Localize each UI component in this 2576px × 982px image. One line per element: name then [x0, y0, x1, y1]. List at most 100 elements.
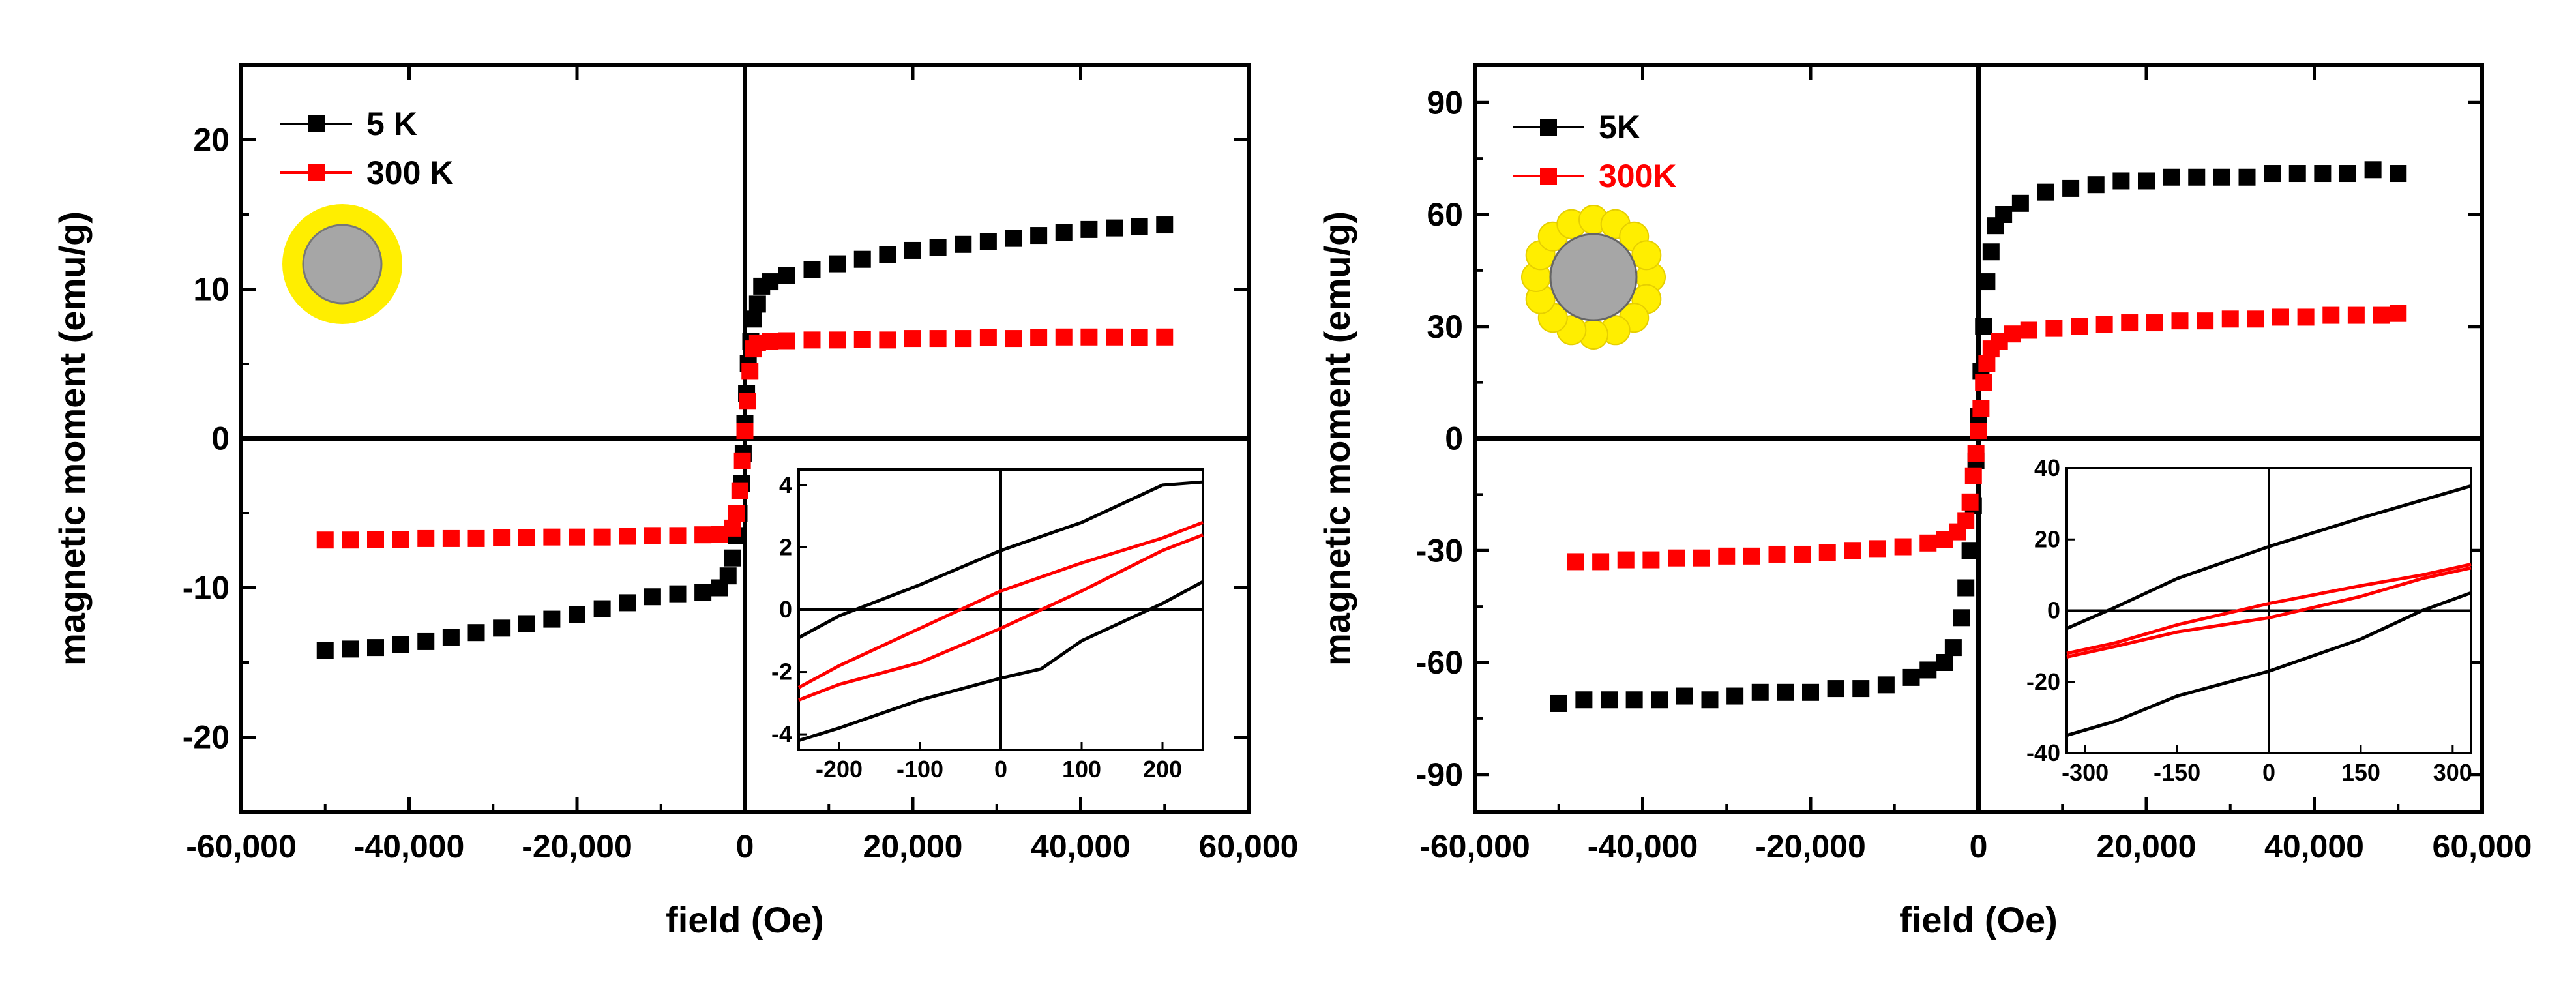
- data-point: [1676, 687, 1693, 705]
- data-point: [1936, 654, 1953, 671]
- x-tick-label: 60,000: [2433, 828, 2532, 865]
- data-point: [1957, 579, 1975, 597]
- y-tick-label: -60: [1416, 644, 1463, 681]
- data-point: [2272, 308, 2289, 326]
- data-point: [1718, 547, 1736, 565]
- inset-x-tick-label: 100: [1062, 756, 1101, 782]
- nanoparticle-icon: [282, 204, 402, 324]
- inset-x-tick-label: 150: [2341, 759, 2380, 786]
- inset-curve-1: [797, 480, 1204, 640]
- data-point: [1961, 493, 1979, 511]
- data-point: [2011, 194, 2029, 212]
- data-point: [1080, 328, 1098, 346]
- data-point: [1902, 668, 1920, 686]
- data-point: [2188, 168, 2206, 186]
- data-point: [955, 330, 972, 348]
- data-point: [1156, 216, 1174, 234]
- data-point: [1919, 534, 1937, 552]
- data-point: [2163, 168, 2180, 186]
- data-point: [955, 235, 972, 253]
- inset-x-tick-label: 0: [2262, 759, 2275, 786]
- y-tick-label: 60: [1427, 196, 1463, 233]
- x-tick-label: 0: [1970, 828, 1988, 865]
- inset-plot: -200 -100 0 100 200 -4 -2 0 2 4: [771, 468, 1204, 782]
- data-point: [2138, 172, 2155, 190]
- data-point: [2112, 172, 2130, 190]
- data-point: [2288, 165, 2306, 183]
- data-point: [392, 636, 409, 653]
- data-point: [719, 567, 737, 585]
- data-point: [1995, 206, 2013, 223]
- inset-x-tick-label: 0: [994, 756, 1007, 782]
- data-point: [1617, 551, 1635, 569]
- chart-panel-1: -60,000 -40,000 -20,000 0 20,000 40,000 60,000…: [52, 63, 1298, 940]
- data-point: [694, 526, 712, 544]
- inset-y-tick-label: 40: [2034, 454, 2060, 481]
- data-point: [1894, 538, 1912, 556]
- y-tick-label: 90: [1427, 84, 1463, 121]
- data-point: [1869, 540, 1886, 558]
- data-point: [1975, 374, 1992, 391]
- data-point: [1802, 683, 1819, 701]
- data-point: [1642, 551, 1660, 569]
- legend-marker: [1540, 168, 1557, 185]
- data-point: [316, 531, 334, 549]
- data-point: [1957, 512, 1975, 529]
- data-point: [929, 330, 947, 348]
- y-tick-label: 0: [1445, 421, 1463, 457]
- x-axis-label: field (Oe): [1899, 899, 2058, 940]
- data-point: [1567, 553, 1584, 571]
- y-tick-label: -90: [1416, 756, 1463, 793]
- data-point: [1827, 680, 1844, 698]
- series-1: [316, 216, 1174, 659]
- data-point: [728, 505, 745, 522]
- data-point: [1978, 355, 1996, 372]
- data-point: [741, 363, 759, 380]
- data-point: [748, 295, 766, 313]
- data-point: [1967, 445, 1985, 462]
- data-point: [879, 331, 896, 349]
- core-circle: [1549, 233, 1638, 321]
- x-tick-label: -20,000: [1755, 828, 1866, 865]
- data-point: [979, 233, 997, 250]
- data-point: [904, 241, 921, 259]
- data-point: [2037, 183, 2054, 201]
- data-point: [1975, 318, 1992, 335]
- data-point: [2339, 165, 2356, 183]
- x-tick-label: -20,000: [522, 828, 632, 865]
- data-point: [1005, 230, 1022, 247]
- legend-marker: [308, 164, 325, 181]
- data-point: [2373, 306, 2390, 324]
- data-point: [593, 600, 611, 617]
- data-point: [736, 423, 754, 440]
- inset-curve-3: [2066, 563, 2472, 655]
- data-point: [733, 452, 751, 469]
- data-point: [2364, 161, 2382, 179]
- data-point: [1055, 224, 1073, 241]
- series-2: [1567, 305, 2407, 571]
- data-point: [762, 273, 779, 291]
- data-point: [2322, 306, 2340, 324]
- data-point: [669, 585, 687, 603]
- data-point: [1970, 423, 1987, 440]
- inset-y-tick-label: -4: [771, 721, 792, 747]
- data-point: [2004, 325, 2021, 343]
- data-point: [619, 594, 636, 612]
- inset-y-tick-label: 4: [779, 471, 792, 498]
- data-point: [2045, 320, 2063, 337]
- data-point: [669, 527, 687, 544]
- data-point: [2095, 316, 2113, 333]
- inset-x-tick-label: 300: [2433, 759, 2472, 786]
- y-tick-label: 10: [193, 271, 229, 308]
- legend-label: 5K: [1599, 109, 1640, 145]
- data-point: [803, 331, 821, 349]
- legend-label: 300K: [1599, 158, 1677, 194]
- data-point: [1131, 329, 1148, 346]
- x-tick-label: -40,000: [354, 828, 465, 865]
- data-point: [2297, 308, 2315, 326]
- inset-y-tick-label: -20: [2026, 668, 2060, 695]
- data-point: [518, 615, 535, 632]
- legend-label: 5 K: [366, 106, 417, 142]
- inset-curve-4: [2066, 566, 2472, 659]
